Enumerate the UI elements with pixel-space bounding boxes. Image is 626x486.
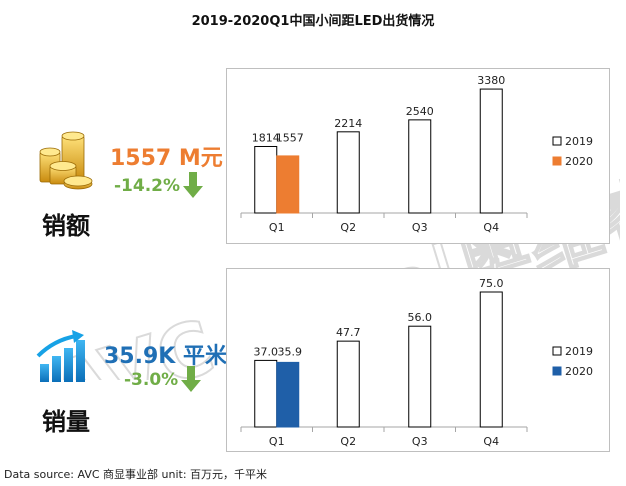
volume-change: -3.0% bbox=[124, 370, 179, 390]
tick-label-Q2: Q2 bbox=[340, 221, 356, 234]
sales-chart-panel: 1814 1557 Q1 2214 Q2 2540 Q3 3380 Q4 2019 2020 bbox=[226, 68, 610, 244]
data-label-2019-Q1: 37.0 bbox=[254, 345, 279, 358]
legend-label-2019: 2019 bbox=[565, 135, 593, 148]
bar-growth-icon bbox=[36, 330, 85, 382]
gold-coins-icon bbox=[39, 131, 93, 190]
data-source-footer: Data source: AVC 商显事业部 unit: 百万元，千平米 bbox=[4, 468, 268, 481]
sales-down-arrow-icon bbox=[183, 172, 203, 198]
data-label-2019-Q4: 75.0 bbox=[479, 277, 504, 290]
sales-change: -14.2% bbox=[114, 176, 181, 196]
data-label-2020-Q1: 35.9 bbox=[278, 345, 303, 358]
bar-2019-Q4 bbox=[479, 88, 503, 214]
legend-swatch-2019 bbox=[552, 136, 562, 146]
tick-label-Q1: Q1 bbox=[269, 435, 285, 448]
bar-2019-Q4 bbox=[479, 291, 503, 428]
bar-2020-Q1 bbox=[276, 155, 300, 214]
bar-2019-Q3 bbox=[408, 119, 432, 214]
sales-label: 销额 bbox=[42, 212, 90, 240]
bar-2020-Q1 bbox=[276, 361, 300, 428]
volume-label: 销量 bbox=[42, 408, 90, 436]
data-label-2019-Q3: 2540 bbox=[406, 105, 434, 118]
legend-swatch-2020 bbox=[552, 156, 562, 166]
data-label-2019-Q2: 2214 bbox=[334, 117, 362, 130]
data-label-2019-Q3: 56.0 bbox=[408, 311, 433, 324]
legend-swatch-2019 bbox=[552, 346, 562, 356]
legend-swatch-2020 bbox=[552, 366, 562, 376]
tick-label-Q3: Q3 bbox=[412, 435, 428, 448]
bar-2019-Q1 bbox=[254, 359, 278, 428]
volume-value: 35.9K 平米 bbox=[104, 344, 227, 369]
tick-label-Q4: Q4 bbox=[483, 435, 499, 448]
legend-label-2020: 2020 bbox=[565, 155, 593, 168]
legend-label-2019: 2019 bbox=[565, 345, 593, 358]
bar-2019-Q1 bbox=[254, 145, 278, 214]
data-label-2019-Q1: 1814 bbox=[252, 131, 280, 144]
tick-label-Q4: Q4 bbox=[483, 221, 499, 234]
bar-2019-Q2 bbox=[336, 340, 360, 428]
tick-label-Q3: Q3 bbox=[412, 221, 428, 234]
legend-label-2020: 2020 bbox=[565, 365, 593, 378]
data-label-2019-Q4: 3380 bbox=[477, 74, 505, 87]
volume-bar-chart: 37.0 35.9 Q1 47.7 Q2 56.0 Q3 75.0 Q4 2019 2020 bbox=[240, 277, 593, 448]
data-label-2020-Q1: 1557 bbox=[276, 131, 304, 144]
bar-2019-Q2 bbox=[336, 131, 360, 214]
sales-value: 1557 M元 bbox=[110, 146, 223, 171]
tick-label-Q2: Q2 bbox=[340, 435, 356, 448]
chart-title: 2019-2020Q1中国小间距LED出货情况 bbox=[191, 14, 435, 29]
volume-chart-panel: 37.0 35.9 Q1 47.7 Q2 56.0 Q3 75.0 Q4 2019 2020 bbox=[226, 268, 610, 452]
data-label-2019-Q2: 47.7 bbox=[336, 326, 361, 339]
bar-2019-Q3 bbox=[408, 325, 432, 428]
tick-label-Q1: Q1 bbox=[269, 221, 285, 234]
volume-down-arrow-icon bbox=[181, 366, 201, 392]
